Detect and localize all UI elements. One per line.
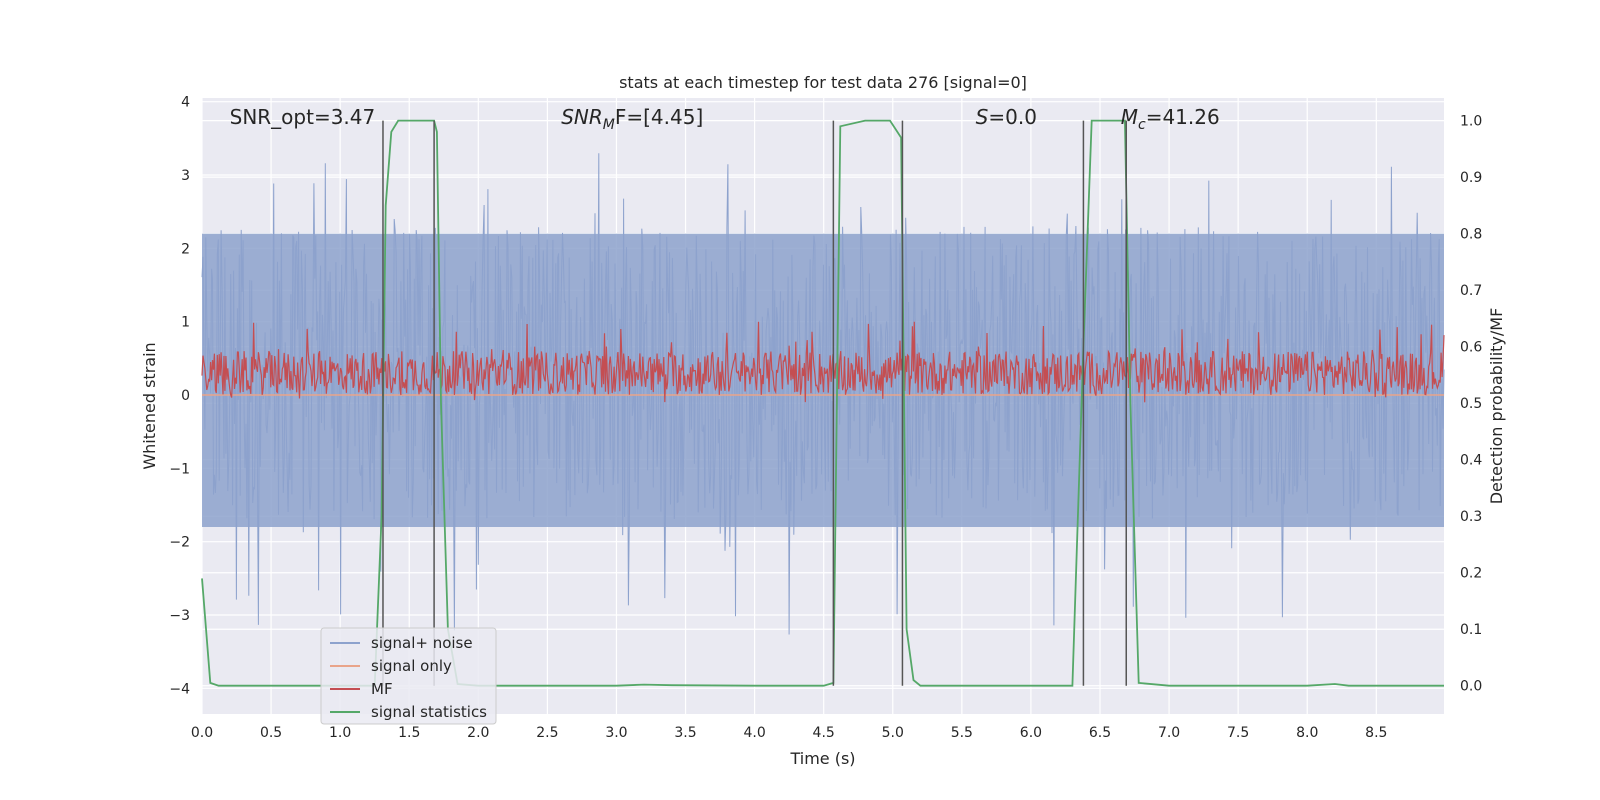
x-tick-label: 8.0 [1296, 725, 1318, 741]
y2-tick-label: 0.6 [1460, 340, 1482, 356]
annotation: SNRMF=[4.45] [561, 105, 703, 133]
y2-tick-label: 0.0 [1460, 679, 1482, 695]
y-tick-label: −1 [169, 461, 190, 477]
x-tick-label: 1.0 [329, 725, 351, 741]
x-tick-label: 6.5 [1089, 725, 1111, 741]
annotation: Mc=41.26 [1121, 105, 1220, 133]
x-tick-label: 0.5 [260, 725, 282, 741]
x-tick-label: 0.0 [191, 725, 213, 741]
series-line [201, 321, 1445, 403]
y-tick-label: 0 [181, 388, 190, 404]
annotations: SNR_opt=3.47 SNRMF=[4.45] S=0.0 Mc=41.26 [230, 105, 1220, 133]
y-tick-label: −4 [169, 681, 190, 697]
annotation: S=0.0 [976, 105, 1037, 129]
legend-label: signal+ noise [371, 634, 473, 652]
series-layer [201, 119, 1445, 687]
y-tick-label: −2 [169, 535, 190, 551]
x-axis-label: Time (s) [789, 749, 855, 768]
x-tick-label: 1.5 [398, 725, 420, 741]
chart-title: stats at each timestep for test data 276… [619, 73, 1027, 92]
y-tick-label: 1 [181, 315, 190, 331]
x-tick-label: 7.5 [1227, 725, 1249, 741]
tick-labels: 0.0 0.5 1.0 1.5 2.0 2.5 3.0 3.5 4.0 4.5 5.0 5.5 6.0 6… [169, 95, 1482, 741]
legend: signal+ noise signal only MF signal statist… [320, 627, 497, 725]
x-tick-label: 5.5 [951, 725, 973, 741]
x-tick-label: 4.0 [743, 725, 765, 741]
x-tick-label: 8.5 [1365, 725, 1387, 741]
x-tick-label: 6.0 [1020, 725, 1042, 741]
x-tick-label: 5.0 [882, 725, 904, 741]
x-tick-label: 2.5 [536, 725, 558, 741]
legend-label: signal only [371, 657, 452, 675]
y-axis-label: Whitened strain [140, 342, 159, 469]
y2-tick-label: 1.0 [1460, 114, 1482, 130]
legend-label: MF [371, 680, 393, 698]
series-line [201, 119, 1444, 687]
x-tick-label: 3.5 [674, 725, 696, 741]
y-tick-label: 2 [181, 241, 190, 257]
y2-tick-label: 0.5 [1460, 396, 1482, 412]
y2-tick-label: 0.3 [1460, 509, 1482, 525]
vertical-markers [382, 120, 1127, 686]
y2-tick-label: 0.2 [1460, 566, 1482, 582]
y-tick-label: −3 [169, 608, 190, 624]
y2-tick-label: 0.4 [1460, 453, 1482, 469]
x-tick-label: 2.0 [467, 725, 489, 741]
x-tick-label: 7.0 [1158, 725, 1180, 741]
x-tick-label: 4.5 [813, 725, 835, 741]
y2-tick-label: 0.9 [1460, 170, 1482, 186]
x-tick-label: 3.0 [605, 725, 627, 741]
y2-tick-label: 0.8 [1460, 227, 1482, 243]
legend-label: signal statistics [371, 703, 487, 721]
y2-tick-label: 0.1 [1460, 622, 1482, 638]
y2-tick-label: 0.7 [1460, 283, 1482, 299]
y-tick-label: 4 [181, 95, 190, 111]
annotation: SNR_opt=3.47 [230, 105, 376, 129]
y-tick-label: 3 [181, 168, 190, 184]
y2-axis-label: Detection probability/MF [1487, 308, 1506, 505]
legend-box [320, 627, 497, 725]
